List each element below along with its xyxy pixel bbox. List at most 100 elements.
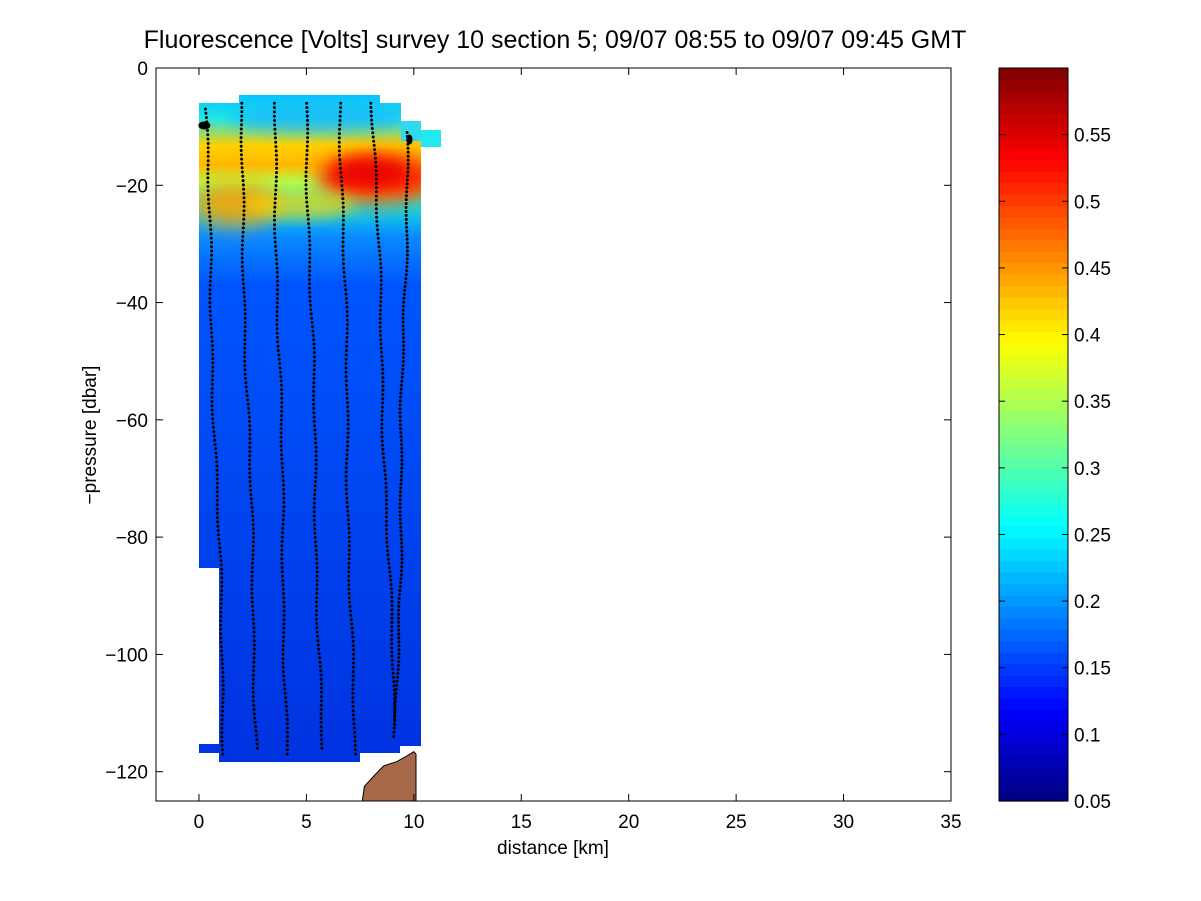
profile-point [337, 149, 341, 153]
profile-point [306, 217, 310, 221]
profile-point [391, 667, 395, 671]
profile-point [341, 236, 345, 240]
colorbar-band [999, 216, 1068, 229]
profile-point [240, 110, 244, 114]
profile-point [250, 583, 254, 587]
profile-point [304, 183, 308, 187]
profile-point [208, 279, 212, 283]
profile-point [206, 167, 210, 171]
profile-point [381, 401, 385, 405]
profile-point [377, 245, 381, 249]
profile-point [345, 305, 349, 309]
profile-point [273, 210, 277, 214]
profile-point [385, 540, 389, 544]
profile-point [320, 738, 323, 742]
profile-point [380, 359, 384, 363]
profile-point [344, 483, 348, 487]
colorbar-band [999, 411, 1068, 424]
profile-point [312, 351, 316, 355]
profile-point [213, 443, 217, 446]
profile-point [251, 561, 254, 565]
profile-point [251, 673, 255, 677]
profile-point [306, 136, 310, 140]
profile-point [313, 493, 317, 496]
profile-point [400, 466, 404, 470]
profile-point [215, 494, 219, 498]
profile-point [252, 634, 256, 638]
colorbar-band [999, 514, 1068, 527]
profile-point [346, 513, 350, 517]
profile-point [378, 333, 382, 337]
y-axis: 0 −20 −40 −60 −80 −100 −120 [105, 59, 951, 784]
profile-point [275, 166, 279, 170]
profile-point [352, 661, 355, 665]
profile-point [344, 466, 348, 470]
profile-point [210, 245, 213, 249]
profile-point [312, 368, 316, 372]
profile-point [390, 621, 394, 624]
profile-point [388, 570, 392, 574]
colorbar-tick-label: 0.5 [1074, 192, 1100, 213]
profile-point [251, 548, 255, 552]
profile-point [313, 484, 317, 488]
profile-point [390, 629, 394, 633]
profile-point [402, 340, 406, 344]
colorbar-tick-label: 0.1 [1074, 725, 1100, 746]
profile-point [242, 213, 246, 217]
profile-point [215, 468, 219, 472]
profile-point [248, 484, 252, 488]
profile-point [274, 149, 278, 153]
colorbar-band [999, 594, 1068, 607]
profile-point [378, 257, 382, 261]
profile-point [274, 253, 278, 257]
profile-point [241, 269, 245, 273]
profile-point [285, 717, 289, 721]
profile-point [379, 287, 383, 291]
profile-point [346, 427, 350, 431]
profile-point [389, 583, 393, 586]
profile-point [275, 331, 279, 335]
profile-point [347, 566, 351, 569]
profile-point [251, 544, 255, 548]
profile-point [282, 626, 286, 630]
colorbar-band [999, 136, 1068, 149]
profile-point [400, 569, 403, 573]
profile-point [390, 604, 394, 608]
profile-point [376, 232, 380, 236]
profile-point [338, 114, 342, 118]
profile-point [404, 194, 408, 198]
bathymetry [361, 751, 417, 802]
profile-point [243, 351, 247, 355]
profile-point [337, 136, 341, 140]
profile-point [404, 221, 408, 225]
profile-point [275, 297, 279, 300]
profile-point [385, 528, 388, 532]
profile-point [305, 144, 309, 148]
profile-point [283, 691, 287, 695]
profile-point [280, 453, 283, 457]
profile-point [317, 647, 321, 651]
profile-point [398, 399, 402, 403]
profile-point [373, 156, 377, 160]
profile-point [381, 447, 385, 451]
profile-point [243, 338, 247, 342]
profile-point [381, 393, 385, 396]
profile-point [351, 713, 355, 717]
profile-point [405, 269, 409, 273]
profile-point [345, 500, 349, 504]
profile-point [252, 712, 256, 716]
profile-point [221, 696, 225, 700]
profile-point [390, 625, 394, 629]
profile-point [341, 214, 345, 218]
profile-point [397, 620, 400, 624]
profile-point [346, 509, 350, 513]
profile-point [308, 282, 311, 286]
colorbar-band [999, 640, 1068, 653]
profile-point [312, 376, 316, 380]
profile-point [394, 695, 397, 699]
profile-point [391, 671, 395, 675]
colorbar-band [999, 90, 1068, 103]
profile-point [342, 262, 345, 266]
profile-point [281, 587, 285, 591]
colorbar-band [999, 342, 1068, 355]
